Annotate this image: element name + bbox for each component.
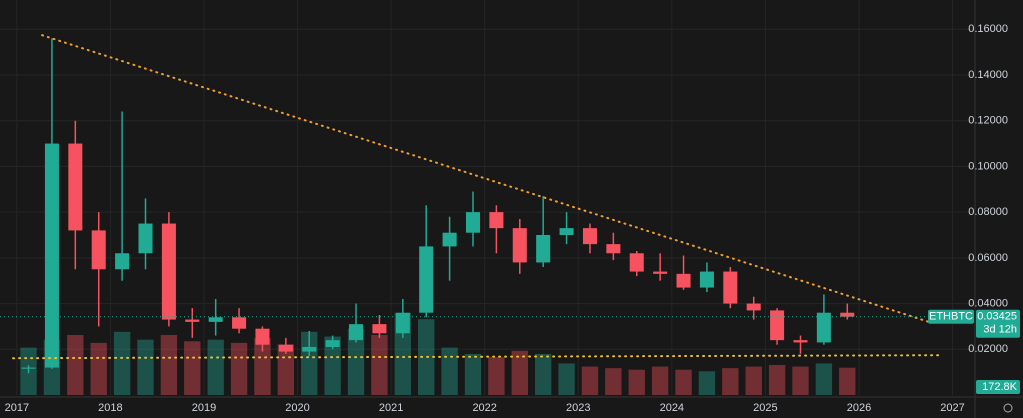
- candle-body: [442, 232, 457, 247]
- symbol-label: ETHBTC: [929, 311, 973, 323]
- volume-bar: [230, 342, 248, 395]
- volume-bar: [792, 366, 809, 395]
- symbol-badge: [928, 309, 974, 324]
- settings-icon[interactable]: [1003, 403, 1013, 413]
- candle-body: [44, 143, 59, 368]
- candle-body: [185, 319, 200, 322]
- candle-body: [138, 223, 153, 254]
- candle-body: [349, 324, 364, 341]
- volume-bar: [511, 350, 528, 395]
- candle-body: [699, 271, 714, 288]
- volume-bar: [254, 338, 271, 395]
- x-tick-label: 2021: [379, 402, 403, 414]
- volume-bar: [324, 336, 341, 395]
- candle-body: [115, 253, 130, 270]
- countdown-label: 3d 12h: [983, 324, 1017, 336]
- candle-body: [302, 346, 317, 352]
- candle-body: [419, 246, 434, 313]
- volume-bar: [441, 347, 458, 395]
- volume-bar: [160, 334, 178, 395]
- volume-bar: [67, 334, 84, 395]
- volume-bar: [581, 366, 599, 395]
- y-tick-label: 0.16000: [968, 23, 1008, 35]
- candle-body: [629, 253, 644, 272]
- last-volume-label: 172.8K: [982, 381, 1018, 393]
- y-tick-label: 0.14000: [968, 69, 1008, 81]
- candle-body: [278, 344, 293, 352]
- y-tick-label: 0.06000: [968, 252, 1008, 264]
- volume-bar: [605, 368, 622, 395]
- candle-body: [840, 312, 855, 317]
- volume-bar: [558, 363, 575, 395]
- volume-bar: [815, 363, 833, 395]
- candle-body: [21, 367, 36, 369]
- volume-bar: [768, 364, 786, 395]
- candle-body: [723, 271, 738, 304]
- volume-bar: [488, 357, 505, 395]
- price-badge: [976, 309, 1020, 338]
- y-tick-label: 0.12000: [968, 115, 1008, 127]
- y-tick-label: 0.04000: [968, 297, 1008, 309]
- candle-body: [793, 340, 808, 343]
- candle-body: [325, 340, 340, 347]
- trendline: [41, 34, 932, 324]
- volume-bar: [675, 369, 692, 395]
- volume-bar: [464, 353, 482, 395]
- candle-body: [372, 324, 387, 334]
- candle-body: [653, 271, 668, 274]
- x-tick-label: 2027: [940, 402, 964, 414]
- x-tick-label: 2020: [285, 402, 309, 414]
- candle-body: [91, 230, 106, 270]
- volume-bar: [137, 339, 154, 395]
- candle-body: [559, 228, 574, 235]
- volume-bar: [371, 334, 388, 395]
- candle-body: [816, 312, 831, 343]
- volume-bar: [745, 366, 762, 395]
- x-tick-label: 2025: [753, 402, 777, 414]
- candle-body: [208, 317, 223, 322]
- candle-body: [512, 228, 527, 263]
- x-tick-label: 2023: [566, 402, 590, 414]
- candle-body: [161, 223, 176, 320]
- volume-bar: [651, 366, 669, 395]
- candle-body: [395, 312, 410, 334]
- volume-bar: [534, 353, 552, 395]
- x-tick-label: 2019: [192, 402, 216, 414]
- candle-body: [606, 244, 621, 254]
- candle-body: [68, 143, 83, 231]
- y-tick-label: 0.08000: [968, 206, 1008, 218]
- x-tick-label: 2022: [472, 402, 496, 414]
- candle-body: [489, 212, 504, 229]
- candle-body: [582, 228, 597, 245]
- volume-bar: [90, 342, 107, 395]
- candle-body: [255, 328, 270, 345]
- x-tick-label: 2024: [660, 402, 684, 414]
- candle-body: [465, 212, 481, 233]
- candle-body: [770, 310, 785, 341]
- volume-bar: [628, 369, 645, 395]
- volume-bar: [113, 331, 131, 395]
- volume-badge: [976, 380, 1020, 394]
- volume-bar: [722, 368, 739, 395]
- volume-bar: [207, 339, 224, 395]
- candle-body: [746, 303, 761, 311]
- volume-bar: [394, 312, 412, 395]
- y-tick-label: 0.02000: [968, 343, 1008, 355]
- candle-body: [676, 273, 691, 288]
- x-tick-label: 2018: [98, 402, 122, 414]
- volume-bar: [839, 367, 856, 395]
- candle-body: [232, 317, 247, 329]
- trendline: [12, 354, 941, 360]
- last-price-label: 0.03425: [977, 311, 1017, 323]
- volume-bar: [184, 341, 201, 395]
- x-tick-label: 2026: [847, 402, 871, 414]
- volume-bar: [347, 328, 365, 395]
- volume-bar: [698, 371, 716, 395]
- x-tick-label: 2017: [5, 402, 29, 414]
- candle-body: [536, 234, 551, 263]
- y-tick-label: 0.10000: [968, 160, 1008, 172]
